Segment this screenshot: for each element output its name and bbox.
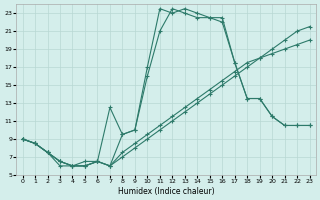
X-axis label: Humidex (Indice chaleur): Humidex (Indice chaleur) <box>118 187 214 196</box>
